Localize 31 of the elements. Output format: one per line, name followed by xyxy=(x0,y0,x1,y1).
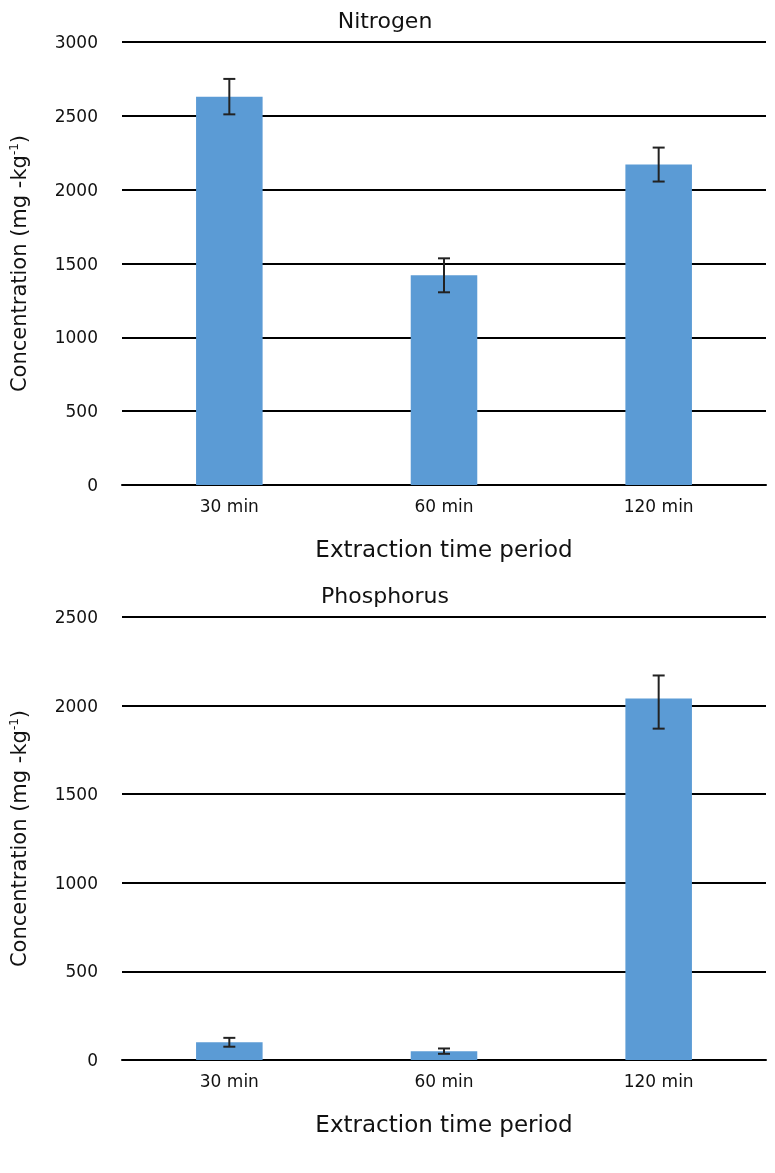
bar xyxy=(625,698,692,1060)
x-axis-title: Extraction time period xyxy=(315,1110,573,1137)
chart-title: Nitrogen xyxy=(337,7,433,33)
y-tick-label: 0 xyxy=(87,1050,98,1070)
y-axis-title: Concentration (mg -kg-1) xyxy=(7,709,31,968)
bar xyxy=(410,1051,478,1060)
x-tick-label: 120 min xyxy=(623,1070,694,1091)
bar xyxy=(410,275,478,485)
y-tick-label: 2000 xyxy=(54,695,98,716)
chart-title: Phosphorus xyxy=(321,582,449,608)
x-tick-label: 120 min xyxy=(623,495,694,516)
y-tick-label: 2000 xyxy=(54,179,98,200)
bar xyxy=(625,164,692,485)
y-tick-label: 2500 xyxy=(54,607,98,627)
y-tick-label: 1000 xyxy=(54,872,98,893)
y-tick-label: 500 xyxy=(65,401,98,422)
y-tick-label: 500 xyxy=(65,961,98,982)
y-tick-label: 1000 xyxy=(54,327,98,348)
x-tick-label: 60 min xyxy=(414,495,474,516)
x-axis-title: Extraction time period xyxy=(315,535,573,562)
bar xyxy=(196,1042,263,1060)
y-tick-label: 1500 xyxy=(54,253,98,274)
y-axis-title: Concentration (mg -kg-1) xyxy=(7,134,31,393)
x-tick-label: 30 min xyxy=(199,495,259,516)
x-tick-label: 30 min xyxy=(199,1070,259,1091)
bar xyxy=(196,96,263,485)
y-tick-label: 3000 xyxy=(54,32,98,52)
x-tick-label: 60 min xyxy=(414,1070,474,1091)
y-tick-label: 2500 xyxy=(54,105,98,126)
y-tick-label: 1500 xyxy=(54,784,98,805)
y-tick-label: 0 xyxy=(87,475,98,495)
